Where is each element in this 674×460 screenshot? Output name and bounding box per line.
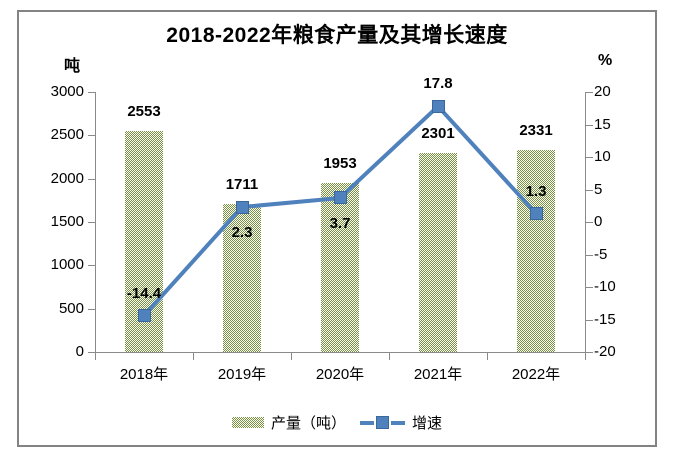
x-axis-line [95,352,586,353]
left-axis-tick-label: 2500 [50,126,84,144]
right-axis-tick [586,92,593,93]
bar-value-label: 1711 [225,175,259,193]
line-value-label: -14.4 [126,284,162,302]
right-axis-unit: % [598,52,613,69]
production-bar [517,149,555,352]
x-axis-tick [291,352,292,360]
x-axis-tick [585,352,586,360]
growth-line-segment [391,420,405,425]
left-axis-tick [88,265,95,267]
right-axis-tick-label: 10 [594,148,611,165]
line-value-label: 17.8 [423,75,453,93]
production-bar [321,182,359,352]
right-axis-tick [586,352,593,353]
x-axis-tick [193,352,194,360]
left-axis-line [95,92,96,352]
left-axis-tick [88,135,95,137]
left-axis-tick [88,178,95,180]
x-axis-category-label: 2019年 [217,366,267,383]
growth-marker [137,309,151,323]
x-axis-tick [95,352,96,360]
left-axis-tick [88,308,95,310]
right-axis-tick-label: -20 [594,343,616,360]
left-axis-tick-label: 500 [58,299,84,317]
right-axis-tick [586,189,593,191]
legend-item-production: 产量（吨） [231,412,346,433]
right-axis-tick-label: 15 [594,115,611,133]
right-axis-line [585,92,586,352]
right-axis-tick [586,254,593,256]
left-axis-tick [88,92,95,93]
production-bar [223,203,261,352]
x-axis-tick [389,352,390,360]
legend-label-production: 产量（吨） [270,414,346,432]
left-axis-unit: 吨 [63,58,80,75]
right-axis-tick-label: 0 [594,213,603,230]
x-axis-category-label: 2020年 [315,366,365,383]
production-swatch-icon [231,416,264,428]
left-axis-tick-label: 1500 [50,213,84,230]
growth-marker [529,207,543,221]
growth-marker-icon [376,415,389,429]
right-axis-tick [586,157,593,158]
production-bar [419,152,457,352]
line-value-label: 3.7 [329,214,351,232]
left-axis-tick [88,352,95,353]
x-axis-category-label: 2021年 [413,366,463,383]
left-axis-tick-label: 1000 [50,256,84,274]
right-axis-tick-label: 5 [594,180,603,198]
right-axis-tick [586,222,593,223]
bar-value-label: 1953 [323,154,357,172]
right-axis-tick-label: 20 [594,83,611,100]
line-value-label: 2.3 [231,224,253,242]
left-axis-tick [88,222,95,223]
chart-title: 2018-2022年粮食产量及其增长速度 [166,24,508,47]
growth-marker [333,191,347,205]
right-axis-tick-label: -15 [594,310,616,328]
growth-line-segment [360,420,374,425]
right-axis-tick [586,287,593,288]
right-axis-tick-label: -5 [594,245,608,263]
line-value-label: 1.3 [525,182,547,200]
growth-marker [235,200,249,214]
right-axis-tick [586,319,593,321]
growth-swatch-icon [360,415,405,429]
left-axis-tick-label: 0 [75,343,84,360]
bar-value-label: 2331 [519,121,553,139]
right-axis-tick-label: -10 [594,278,616,295]
x-axis-category-label: 2022年 [511,366,561,383]
bar-value-label: 2301 [421,124,455,142]
x-axis-tick [487,352,488,360]
legend-label-growth: 增速 [412,414,443,432]
growth-marker [431,99,445,113]
left-axis-tick-label: 2000 [50,169,84,187]
x-axis-category-label: 2018年 [119,366,169,383]
left-axis-tick-label: 3000 [50,83,84,100]
right-axis-tick [586,124,593,126]
legend-item-growth: 增速 [360,412,442,433]
bar-value-label: 2553 [127,102,161,120]
legend: 产量（吨） 增速 [17,409,657,435]
